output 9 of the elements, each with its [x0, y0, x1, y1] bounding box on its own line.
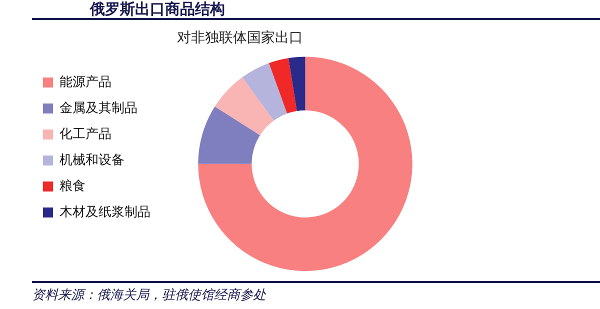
legend-label: 粮食: [60, 178, 86, 194]
legend-label: 木材及纸浆制品: [60, 204, 150, 220]
legend-label: 能源产品: [60, 74, 112, 90]
legend-label: 金属及其制品: [60, 100, 138, 116]
legend-label: 化工产品: [60, 126, 112, 142]
chart-title: 俄罗斯出口商品结构: [32, 0, 600, 20]
chart-subtitle: 对非独联体国家出口: [177, 30, 303, 46]
text: 资料来源：俄海关局，驻俄使馆经商参处: [32, 281, 600, 304]
legend-label: 机械和设备: [60, 152, 124, 168]
